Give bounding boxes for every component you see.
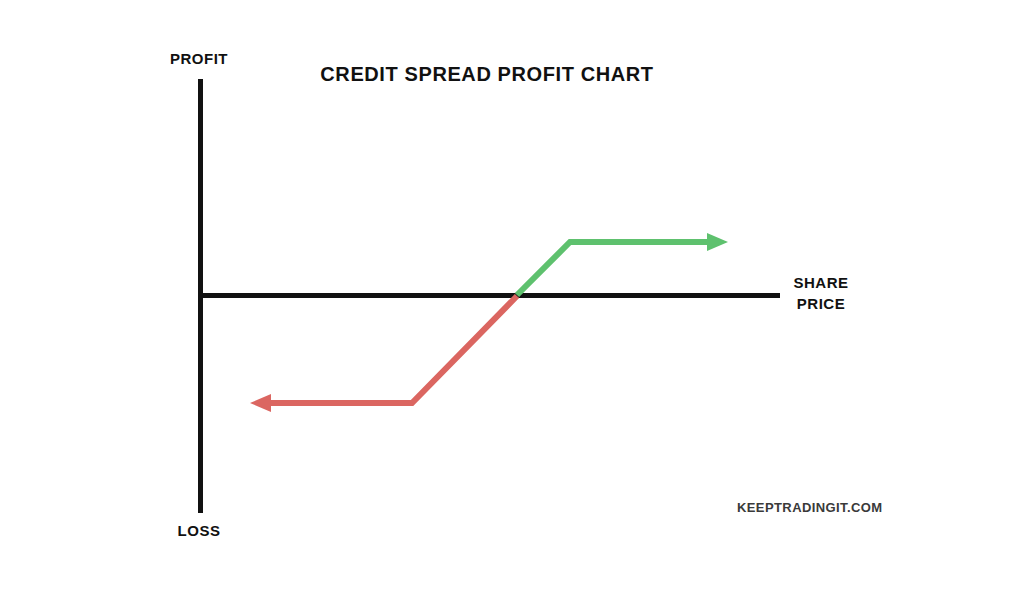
- profit-segment-line: [517, 242, 710, 295]
- loss-segment-line: [268, 296, 517, 403]
- payoff-diagram: [0, 0, 1024, 597]
- credit-spread-chart: CREDIT SPREAD PROFIT CHART PROFIT LOSS S…: [0, 0, 1024, 597]
